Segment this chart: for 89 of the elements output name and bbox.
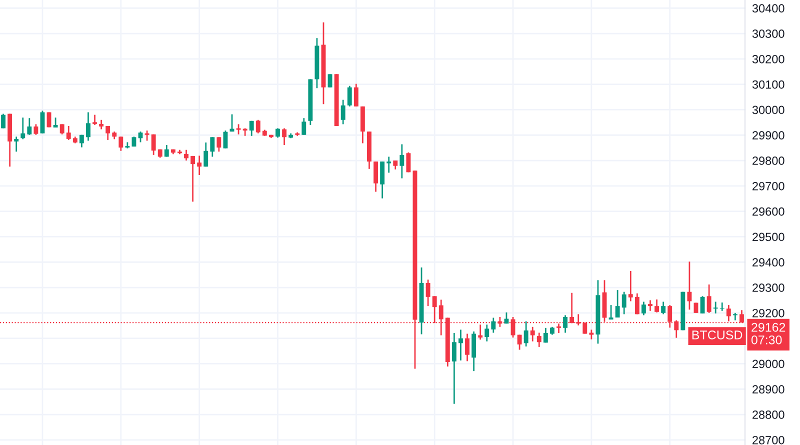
y-tick-label: 30100 <box>752 80 784 89</box>
y-tick-label: 29000 <box>752 360 784 368</box>
candlestick <box>1 113 6 129</box>
candlestick <box>340 99 346 125</box>
candlestick <box>236 124 241 136</box>
candlestick <box>34 124 38 136</box>
candlestick <box>86 112 90 142</box>
candlestick <box>374 160 378 192</box>
candlestick <box>706 284 712 314</box>
text: 29162 <box>752 322 786 332</box>
candlestick <box>536 332 542 348</box>
candlestick <box>458 328 463 362</box>
candlestick <box>204 142 208 168</box>
candlestick <box>543 327 548 344</box>
candlestick <box>465 333 470 362</box>
candlestick <box>282 128 286 146</box>
candlestick <box>249 120 254 137</box>
candlestick <box>406 152 411 173</box>
y-tick-label: 29600 <box>752 207 784 216</box>
candlestick <box>380 160 385 200</box>
candlestick <box>151 134 156 156</box>
candlestick <box>648 300 652 312</box>
candlestick <box>197 155 202 176</box>
y-tick-label: 29400 <box>752 258 784 267</box>
y-tick-label: 30200 <box>752 54 784 64</box>
candlestick <box>79 134 84 148</box>
candlestick <box>223 130 228 150</box>
candlestick <box>118 136 124 152</box>
y-tick-label: 28700 <box>752 436 784 444</box>
candlestick <box>216 136 222 152</box>
y-tick-label: 30000 <box>752 106 784 114</box>
candlestick <box>524 320 528 348</box>
candlestick <box>713 301 718 314</box>
candlestick <box>700 295 705 314</box>
candlestick <box>491 317 496 334</box>
candlestick <box>20 116 26 140</box>
candlestick <box>452 332 456 405</box>
y-tick-label: 28900 <box>752 385 784 394</box>
candlestick <box>190 155 196 202</box>
y-tick-label: 29700 <box>752 182 784 190</box>
candlestick <box>184 149 188 162</box>
candlestick <box>40 110 45 134</box>
candlestick <box>641 301 646 316</box>
candlestick <box>386 156 392 174</box>
y-tick-label: 29200 <box>752 308 784 318</box>
candlestick <box>563 314 568 334</box>
candlestick <box>472 330 476 372</box>
candlestick <box>328 73 332 88</box>
candlestick <box>720 302 724 312</box>
candlestick <box>654 298 659 314</box>
candlestick <box>517 334 522 350</box>
candlestick <box>92 114 97 126</box>
candlestick <box>46 112 52 128</box>
candlestick <box>622 291 626 315</box>
candlestick <box>302 117 306 136</box>
candlestick <box>354 83 358 108</box>
candlestick <box>60 124 64 136</box>
candlestick <box>608 304 614 320</box>
candlestick <box>400 144 404 179</box>
y-tick-label: 30300 <box>752 30 784 38</box>
candlestick <box>530 326 535 342</box>
candlestick <box>106 125 110 141</box>
y-tick-label: 29800 <box>752 156 784 165</box>
candlestick <box>556 322 561 334</box>
text: 07:30 <box>751 335 782 344</box>
candlestick <box>14 136 19 152</box>
candlestick <box>615 289 620 318</box>
candlestick <box>347 85 352 108</box>
candlestick <box>27 117 32 136</box>
candlestick <box>144 130 150 142</box>
candlestick <box>256 119 260 134</box>
y-tick-label: 29500 <box>752 232 784 242</box>
y-tick-label: 29900 <box>752 131 784 140</box>
candlestick <box>99 119 104 130</box>
candlestick <box>589 328 594 340</box>
candlestick <box>661 301 666 315</box>
candlestick <box>732 312 738 321</box>
candlestick <box>484 324 490 342</box>
y-tick-label: 30400 <box>752 4 784 13</box>
candlestick <box>210 136 215 158</box>
candlestick <box>687 260 692 310</box>
y-tick-label: 28800 <box>752 410 784 419</box>
candlestick <box>426 278 430 307</box>
ref-line-label: BTCUSD <box>692 330 742 340</box>
candlestick <box>634 292 640 315</box>
candlestick <box>66 125 71 141</box>
y-tick-label: 29300 <box>752 284 784 292</box>
candlestick <box>628 270 633 302</box>
candlestick <box>276 128 280 138</box>
